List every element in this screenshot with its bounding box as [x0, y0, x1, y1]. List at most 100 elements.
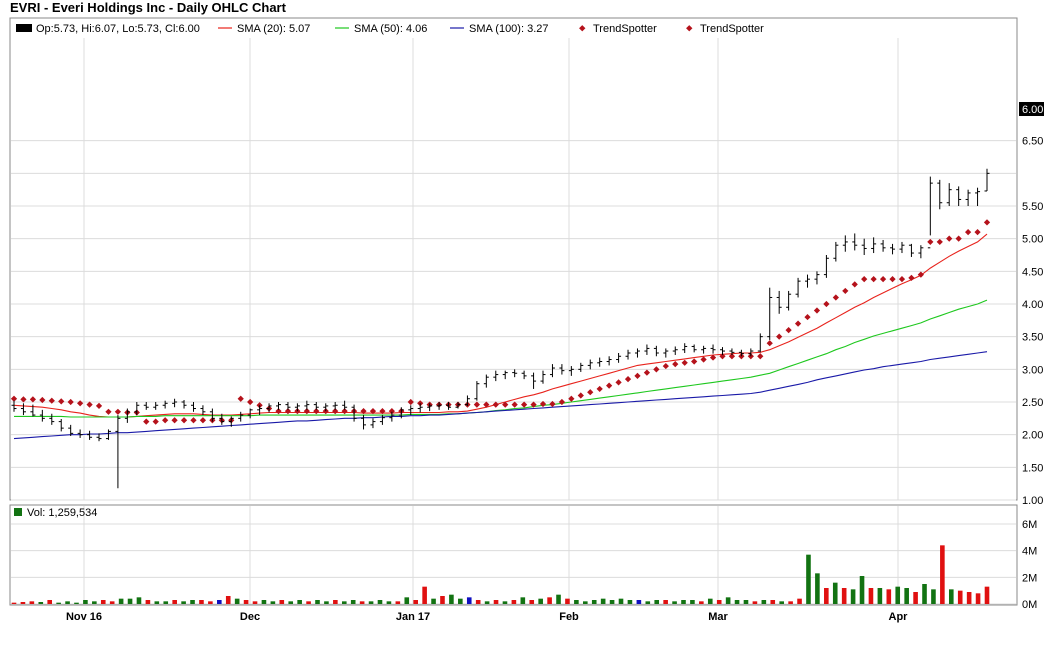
- volume-bar: [565, 598, 570, 604]
- volume-bar: [38, 602, 44, 604]
- ohlc-bar: [455, 402, 461, 409]
- ohlc-bar: [710, 344, 716, 354]
- ohlc-bar: [795, 277, 801, 298]
- ohlc-bar: [247, 408, 253, 419]
- ohlc-bar: [531, 372, 537, 389]
- volume-bar: [672, 601, 677, 604]
- volume-bar: [154, 601, 160, 604]
- last-price-label: 6.00: [1022, 104, 1043, 116]
- volume-bar: [654, 600, 660, 604]
- sma20-legend-text: SMA (20): 5.07: [237, 23, 310, 35]
- price-panel-frame: [9, 17, 1018, 501]
- volume-bar: [940, 545, 945, 604]
- volume-bar: [886, 589, 892, 604]
- volume-bar: [65, 601, 70, 604]
- trendspotter-dot: [341, 408, 348, 415]
- volume-bar: [395, 601, 401, 604]
- trendspotter-dot: [313, 408, 320, 415]
- ohlc-legend-swatch: [16, 24, 32, 32]
- ohlc-bar: [474, 381, 480, 401]
- volume-bar: [529, 600, 535, 604]
- volume-bar: [877, 588, 883, 604]
- ohlc-bar: [228, 416, 234, 427]
- volume-bar: [475, 600, 481, 604]
- ohlc-bar: [238, 411, 244, 422]
- trendspotter-dot: [549, 400, 556, 408]
- trendspotter-dot: [842, 287, 849, 295]
- date-axis: Nov 16 Dec Jan 17 Feb Mar Apr: [66, 611, 908, 623]
- volume-bar: [806, 554, 811, 604]
- ohlc-bar: [190, 402, 196, 412]
- ohlc-bar: [842, 235, 848, 252]
- volume-bar: [83, 600, 88, 604]
- ohlc-bar: [899, 241, 905, 254]
- volume-bar: [841, 588, 847, 604]
- ohlc-bar: [776, 290, 782, 314]
- ohlc-bar: [568, 366, 574, 376]
- ohlc-bar: [786, 290, 792, 311]
- ohlc-bar: [559, 364, 565, 375]
- price-grid: [11, 38, 1016, 501]
- volume-bar: [788, 601, 793, 604]
- ohlc-bar: [398, 407, 404, 419]
- volume-bar: [377, 600, 383, 604]
- price-tick-label: 4.50: [1022, 266, 1043, 278]
- ohlc-bar: [682, 343, 688, 353]
- volume-bar: [975, 593, 981, 604]
- ohlc-bar: [975, 187, 981, 206]
- trendspotter-dot: [369, 408, 377, 415]
- trendspotter-dot: [851, 281, 858, 288]
- price-axis: 1.00 1.50 2.00 2.50 3.00 3.50 4.00 4.50 5.00 5.50…: [1022, 136, 1043, 507]
- ohlc-bar: [257, 405, 263, 416]
- ohlc-bar: [30, 404, 36, 417]
- ohlc-bar: [153, 402, 159, 410]
- volume-bar: [199, 600, 204, 604]
- ohlc-bar: [361, 415, 367, 430]
- ohlc-bar: [351, 404, 357, 422]
- volume-bar: [591, 600, 597, 604]
- volume-bar: [225, 596, 231, 604]
- volume-bar: [832, 582, 838, 604]
- volume-bar: [118, 598, 124, 604]
- trendspotter-legend-text-1: TrendSpotter: [593, 23, 657, 35]
- volume-bar: [752, 601, 758, 604]
- price-tick-label: 2.00: [1022, 430, 1043, 442]
- volume-bar: [413, 600, 418, 604]
- volume-bar: [92, 601, 97, 604]
- volume-legend-swatch: [14, 508, 22, 516]
- volume-bar: [502, 601, 508, 604]
- volume-grid: 0M 2M 4M 6M: [11, 506, 1037, 611]
- volume-bar: [341, 601, 347, 604]
- volume-bar: [440, 596, 445, 604]
- last-price-box: [1019, 102, 1044, 116]
- volume-bar: [931, 589, 936, 604]
- volume-bar: [243, 600, 249, 604]
- volume-bar: [217, 600, 222, 604]
- trendspotter-dot: [813, 307, 821, 314]
- volume-bar: [824, 588, 829, 604]
- volume-bar: [279, 600, 285, 604]
- volume-bar: [770, 600, 776, 604]
- date-tick-label: Jan 17: [396, 611, 430, 623]
- volume-bar: [725, 597, 731, 604]
- ohlc-bar: [87, 430, 93, 440]
- ohlc-bar: [493, 370, 499, 382]
- ohlc-bar: [984, 168, 990, 192]
- volume-bar: [618, 598, 624, 604]
- ohlc-bar: [512, 369, 518, 378]
- price-tick-label: 5.50: [1022, 201, 1043, 213]
- ohlc-bar: [427, 403, 433, 412]
- ohlc-bar: [521, 370, 527, 380]
- trendspotter-dot: [247, 398, 254, 406]
- ohlc-bar: [379, 415, 385, 425]
- ohlc-bar: [181, 400, 187, 409]
- sma-lines: [13, 233, 988, 440]
- ohlc-bar: [663, 348, 669, 358]
- volume-bar: [368, 601, 374, 604]
- trendspotter-dot: [596, 385, 603, 393]
- ohlc-bar: [644, 344, 650, 355]
- volume-bar: [716, 600, 722, 604]
- ohlc-bar: [587, 359, 593, 370]
- ohlc-bar: [342, 400, 348, 410]
- volume-bar: [600, 598, 606, 604]
